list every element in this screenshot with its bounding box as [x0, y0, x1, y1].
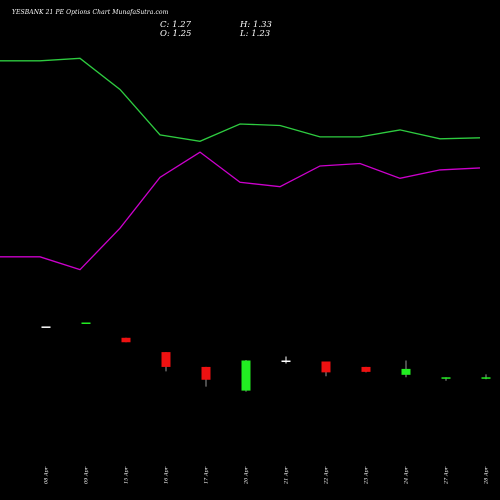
x-tick-label: 28 Apr	[484, 466, 490, 485]
high-value: H: 1.33	[240, 20, 272, 30]
candle	[241, 360, 251, 392]
candle-body	[401, 368, 411, 375]
candle-body	[281, 360, 291, 363]
x-tick-label: 16 Apr	[164, 466, 170, 484]
x-tick-label: 23 Apr	[364, 466, 370, 485]
candle-body	[241, 360, 251, 391]
x-tick-label: 20 Apr	[244, 466, 250, 485]
candle-body	[121, 337, 131, 343]
low-value: L: 1.23	[240, 29, 271, 39]
x-tick-label: 15 Apr	[124, 466, 130, 484]
candle-body	[161, 352, 171, 367]
candle-body	[441, 377, 451, 379]
x-tick-label: 22 Apr	[324, 466, 330, 485]
x-axis-labels: 08 Apr 09 Apr 15 Apr 16 Apr 17 Apr 20 Apr 21 A…	[44, 466, 490, 485]
candle	[281, 356, 291, 364]
candle-body	[81, 322, 91, 324]
candle-body	[481, 377, 491, 379]
x-tick-label: 21 Apr	[284, 466, 290, 485]
x-tick-label: 27 Apr	[444, 466, 450, 485]
candle-body	[201, 366, 211, 380]
candle	[361, 366, 371, 373]
candle	[201, 366, 211, 387]
candle-body	[321, 361, 331, 373]
open-value: O: 1.25	[160, 29, 192, 39]
candle	[441, 377, 451, 381]
x-tick-label: 24 Apr	[404, 466, 410, 485]
band-lines	[0, 57, 481, 271]
upper-band-line	[0, 57, 481, 142]
x-tick-label: 09 Apr	[84, 466, 90, 484]
x-tick-label: 17 Apr	[204, 466, 210, 484]
close-value: C: 1.27	[160, 20, 191, 30]
candle	[121, 337, 131, 343]
candle	[81, 322, 91, 324]
candle	[401, 360, 411, 378]
candle-body	[361, 366, 371, 372]
candle-body	[41, 326, 51, 328]
chart-title: YESBANK 21 PE Options Chart MunafaSutra.…	[12, 9, 169, 16]
candles	[41, 322, 491, 392]
candle	[41, 326, 51, 328]
lower-band-line	[0, 151, 481, 271]
candle	[161, 352, 171, 372]
x-tick-label: 08 Apr	[44, 466, 50, 484]
candle	[481, 374, 491, 380]
candle	[321, 361, 331, 377]
